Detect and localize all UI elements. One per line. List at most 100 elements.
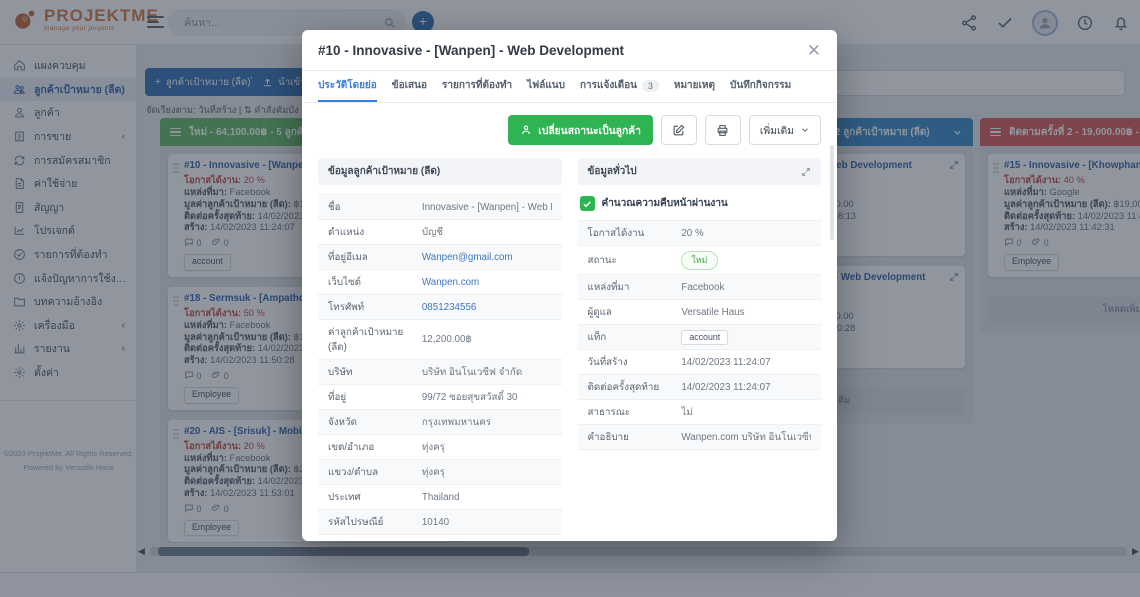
detail-row: ค่าลูกค้าเป้าหมาย (ลีด) 12,200.00฿ xyxy=(318,319,562,359)
detail-label: เว็บไซต์ xyxy=(328,276,362,288)
detail-value: Facebook xyxy=(681,281,725,293)
chevron-down-icon xyxy=(802,128,808,133)
detail-label: ตำแหน่ง xyxy=(328,226,365,238)
checkbox-label: คำนวณความคืบหน้าผ่านงาน xyxy=(601,198,728,209)
modal-tab[interactable]: บันทึกกิจกรรม xyxy=(730,71,791,102)
expand-icon[interactable] xyxy=(801,167,811,177)
modal-tabs: ประวัติโดยย่อ ข้อเสนอ รายการที่ต้องทำ ไฟ… xyxy=(302,71,837,103)
detail-value: กรุงเทพมหานคร xyxy=(421,416,492,428)
detail-label: แขวง/ตำบล xyxy=(328,466,379,478)
modal-tab-label: ประวัติโดยย่อ xyxy=(318,80,377,91)
modal-tab-label: บันทึกกิจกรรม xyxy=(730,80,792,91)
detail-row: รหัสไปรษณีย์ 10140 xyxy=(318,509,562,535)
detail-row: วันที่สร้าง 14/02/2023 11:24:07 xyxy=(577,349,821,374)
detail-value: ใหม่ xyxy=(681,250,811,270)
detail-label: ผู้ดูแล xyxy=(587,306,612,318)
lead-info-table: ชื่อ Innovasive - [Wanpen] - Web Develop… xyxy=(318,194,562,535)
modal-scrollbar-thumb[interactable] xyxy=(830,145,834,240)
detail-value: 20 % xyxy=(681,227,704,239)
detail-value: Innovasive - [Wanpen] - Web Development xyxy=(421,201,552,213)
detail-label: ค่าลูกค้าเป้าหมาย (ลีด) xyxy=(328,326,404,353)
modal-tab-label: ไฟล์แนบ xyxy=(527,80,565,91)
detail-label: เขต/อำเภอ xyxy=(328,441,375,453)
detail-row: ตำแหน่ง บัญชี xyxy=(318,219,562,244)
detail-row: จังหวัด กรุงเทพมหานคร xyxy=(318,409,562,434)
edit-icon xyxy=(674,124,685,135)
detail-value[interactable]: Wanpen.com xyxy=(421,276,480,288)
checkbox-checked[interactable] xyxy=(579,196,595,211)
more-button[interactable]: เพิ่มเติม xyxy=(748,115,821,145)
detail-value: 99/72 ซอยสุขสวัสดิ์ 30 xyxy=(421,391,518,403)
edit-button[interactable] xyxy=(660,115,697,145)
convert-to-customer-button[interactable]: เปลี่ยนสถานะเป็นลูกค้า xyxy=(508,115,653,145)
detail-row: เขต/อำเภอ ทุ่งครุ xyxy=(318,434,562,459)
detail-row: แขวง/ตำบล ทุ่งครุ xyxy=(318,459,562,484)
detail-label: วันที่สร้าง xyxy=(587,356,628,368)
detail-row: ชื่อ Innovasive - [Wanpen] - Web Develop… xyxy=(318,194,562,219)
detail-row: ที่อยู่อีเมล Wanpen@gmail.com xyxy=(318,244,562,269)
modal-body: เปลี่ยนสถานะเป็นลูกค้า เพิ่มเติม ข้อมูลล… xyxy=(302,103,837,541)
detail-label: สาธารณะ xyxy=(587,406,631,418)
detail-label: ชื่อ xyxy=(328,201,341,213)
close-icon[interactable]: ✕ xyxy=(806,40,821,60)
lead-info-header: ข้อมูลลูกค้าเป้าหมาย (ลีด) xyxy=(318,158,562,185)
detail-label: แหล่งที่มา xyxy=(587,281,630,293)
detail-value: account xyxy=(681,329,811,345)
detail-row: สาธารณะ ไม่ xyxy=(577,399,821,424)
detail-value: 14/02/2023 11:24:07 xyxy=(681,356,771,368)
modal-title: #10 - Innovasive - [Wanpen] - Web Develo… xyxy=(318,42,625,58)
detail-value: 10140 xyxy=(421,516,450,528)
modal-tab[interactable]: รายการที่ต้องทำ xyxy=(442,71,512,102)
detail-value: บัญชี xyxy=(421,226,444,238)
general-info-header: ข้อมูลทั่วไป xyxy=(577,158,821,185)
tag-pill[interactable]: account xyxy=(681,329,729,345)
detail-row: โทรศัพท์ 0851234556 xyxy=(318,294,562,319)
detail-row: สถานะ ใหม่ xyxy=(577,245,821,274)
modal-tab-label: รายการที่ต้องทำ xyxy=(442,80,513,91)
modal-actions: เปลี่ยนสถานะเป็นลูกค้า เพิ่มเติม xyxy=(318,115,821,145)
detail-row: ที่อยู่ 99/72 ซอยสุขสวัสดิ์ 30 xyxy=(318,384,562,409)
modal-tab[interactable]: ไฟล์แนบ xyxy=(527,71,565,102)
person-icon xyxy=(522,125,531,135)
modal-tab[interactable]: หมายเหตุ xyxy=(674,71,715,102)
tab-badge: 3 xyxy=(641,79,659,92)
progress-checkbox-row: คำนวณความคืบหน้าผ่านงาน xyxy=(579,196,820,211)
detail-label: คำอธิบาย xyxy=(587,431,629,443)
detail-value: ไม่ xyxy=(681,406,693,418)
modal-tab[interactable]: ข้อเสนอ xyxy=(392,71,427,102)
detail-row: แท็ก account xyxy=(577,324,821,349)
modal-tab-label: หมายเหตุ xyxy=(673,80,716,91)
detail-label: จังหวัด xyxy=(328,416,357,428)
modal-tab[interactable]: ประวัติโดยย่อ xyxy=(318,71,377,102)
detail-value: บริษัท อินโนเวซีฟ จำกัด xyxy=(421,366,523,378)
print-button[interactable] xyxy=(704,115,741,145)
detail-row: แหล่งที่มา Facebook xyxy=(577,274,821,299)
general-info-section: ข้อมูลทั่วไป คำนวณความคืบหน้าผ่านงาน โอก… xyxy=(577,158,821,535)
detail-label: โทรศัพท์ xyxy=(328,301,365,313)
detail-label: ที่อยู่ xyxy=(328,391,347,403)
detail-label: สถานะ xyxy=(587,254,617,266)
detail-value: Versatile Haus xyxy=(681,306,745,318)
detail-label: ที่อยู่อีเมล xyxy=(328,251,368,263)
check-icon xyxy=(583,200,591,207)
detail-row: เว็บไซต์ Wanpen.com xyxy=(318,269,562,294)
detail-value[interactable]: 0851234556 xyxy=(421,301,477,313)
detail-value[interactable]: Wanpen@gmail.com xyxy=(421,251,513,263)
lead-detail-modal: #10 - Innovasive - [Wanpen] - Web Develo… xyxy=(302,30,837,541)
detail-label: ติดต่อครั้งสุดท้าย xyxy=(587,381,660,393)
detail-value: Thailand xyxy=(421,491,460,503)
printer-icon xyxy=(718,124,728,136)
status-badge: ใหม่ xyxy=(681,250,718,270)
detail-value: ทุ่งครุ xyxy=(421,441,445,453)
detail-label: รหัสไปรษณีย์ xyxy=(328,516,384,528)
detail-value: 14/02/2023 11:24:07 xyxy=(681,381,771,393)
detail-value: 12,200.00฿ xyxy=(421,334,472,345)
general-info-table: โอกาสได้งาน 20 % สถานะ ใหม่ แหล่งที่มา F… xyxy=(577,220,821,450)
detail-row: โอกาสได้งาน 20 % xyxy=(577,220,821,245)
modal-tab[interactable]: การแจ้งเตือน 3 xyxy=(580,71,659,102)
modal-tab-label: ข้อเสนอ xyxy=(391,80,428,91)
detail-label: โอกาสได้งาน xyxy=(587,227,645,239)
detail-row: ติดต่อครั้งสุดท้าย 14/02/2023 11:24:07 xyxy=(577,374,821,399)
detail-row: ผู้ดูแล Versatile Haus xyxy=(577,299,821,324)
